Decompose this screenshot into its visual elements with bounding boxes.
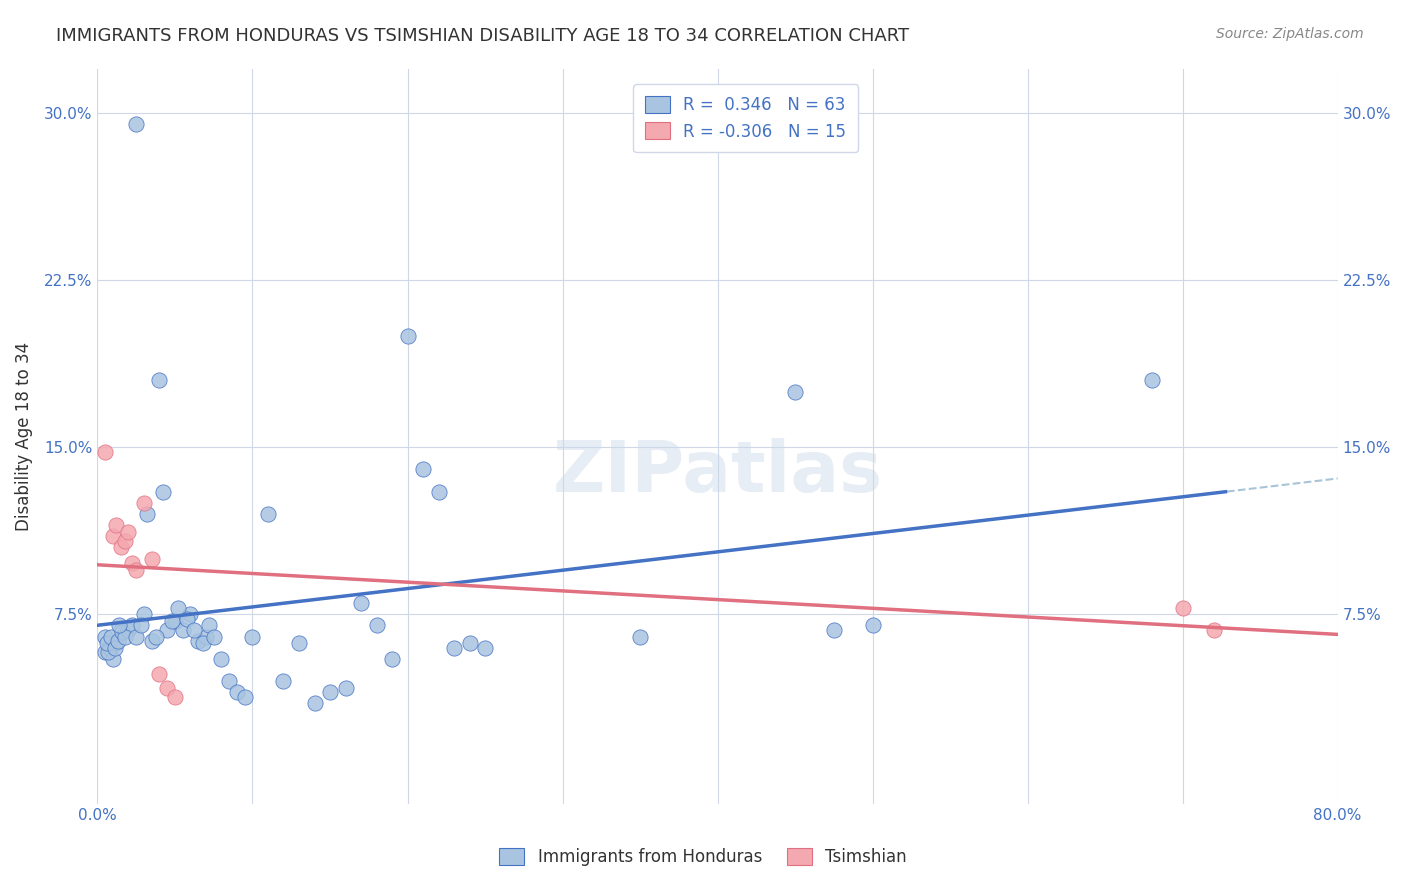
Point [117, 623, 139, 637]
Point [94, 645, 117, 659]
Point [1202, 623, 1225, 637]
Point [132, 607, 155, 622]
Legend: Immigrants from Honduras, Tsimshian: Immigrants from Honduras, Tsimshian [491, 840, 915, 875]
Point [195, 630, 218, 644]
Point [111, 625, 134, 640]
Point [1140, 373, 1163, 387]
Point [176, 612, 198, 626]
Point [136, 507, 159, 521]
Point [121, 618, 143, 632]
Point [628, 630, 651, 644]
Point [381, 652, 404, 666]
Point [141, 634, 163, 648]
Point [167, 600, 190, 615]
Point [273, 674, 295, 689]
Point [304, 697, 326, 711]
Point [172, 623, 194, 637]
Point [458, 636, 481, 650]
Point [129, 618, 152, 632]
Point [474, 640, 496, 655]
Y-axis label: Disability Age 18 to 34: Disability Age 18 to 34 [15, 342, 32, 531]
Point [152, 484, 174, 499]
Point [288, 636, 311, 650]
Point [823, 623, 845, 637]
Point [125, 563, 148, 577]
Point [101, 652, 124, 666]
Point [105, 636, 128, 650]
Point [183, 623, 205, 637]
Point [163, 614, 186, 628]
Point [108, 618, 131, 632]
Point [396, 328, 419, 343]
Point [218, 674, 240, 689]
Point [862, 618, 884, 632]
Point [233, 690, 256, 704]
Text: IMMIGRANTS FROM HONDURAS VS TSIMSHIAN DISABILITY AGE 18 TO 34 CORRELATION CHART: IMMIGRANTS FROM HONDURAS VS TSIMSHIAN DI… [56, 27, 910, 45]
Point [94, 444, 117, 458]
Point [105, 518, 128, 533]
Point [97, 645, 120, 659]
Point [107, 634, 129, 648]
Point [114, 533, 136, 548]
Text: Source: ZipAtlas.com: Source: ZipAtlas.com [1216, 27, 1364, 41]
Point [100, 630, 122, 644]
Point [98, 640, 121, 655]
Point [121, 556, 143, 570]
Point [350, 596, 373, 610]
Point [145, 630, 167, 644]
Point [117, 524, 139, 539]
Point [187, 634, 209, 648]
Point [96, 636, 118, 650]
Point [1171, 600, 1194, 615]
Point [179, 607, 201, 622]
Point [443, 640, 465, 655]
Point [101, 529, 124, 543]
Point [366, 618, 388, 632]
Point [163, 690, 186, 704]
Point [202, 630, 225, 644]
Point [198, 618, 221, 632]
Point [319, 685, 342, 699]
Point [783, 384, 806, 399]
Point [211, 652, 233, 666]
Point [141, 551, 163, 566]
Point [257, 507, 280, 521]
Point [148, 373, 170, 387]
Point [412, 462, 434, 476]
Point [156, 681, 179, 695]
Point [103, 640, 125, 655]
Point [125, 117, 148, 131]
Point [427, 484, 450, 499]
Text: ZIPatlas: ZIPatlas [553, 438, 883, 508]
Point [191, 636, 214, 650]
Point [110, 541, 132, 555]
Point [114, 630, 136, 644]
Point [242, 630, 264, 644]
Point [110, 623, 132, 637]
Point [335, 681, 357, 695]
Point [156, 623, 179, 637]
Point [148, 667, 170, 681]
Point [132, 496, 155, 510]
Legend: R =  0.346   N = 63, R = -0.306   N = 15: R = 0.346 N = 63, R = -0.306 N = 15 [633, 84, 858, 153]
Point [125, 630, 148, 644]
Point [160, 614, 183, 628]
Point [94, 630, 117, 644]
Point [226, 685, 249, 699]
